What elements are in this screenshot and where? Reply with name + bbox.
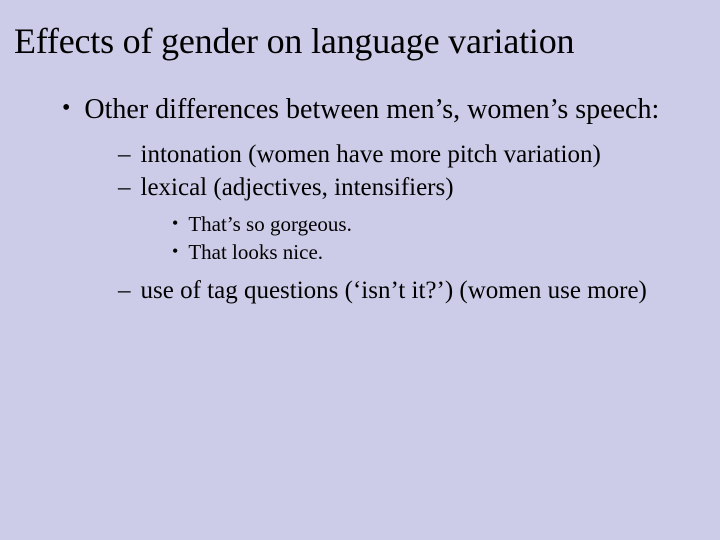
bullet-text: Other differences between men’s, women’s… (84, 92, 659, 127)
dash-marker: – (118, 275, 131, 308)
bullet-text: lexical (adjectives, intensifiers) (141, 172, 454, 205)
bullet-text: intonation (women have more pitch variat… (141, 139, 601, 172)
list-item: – use of tag questions (‘isn’t it?’) (wo… (118, 275, 706, 308)
list-item: – lexical (adjectives, intensifiers) (118, 172, 706, 205)
list-item: – intonation (women have more pitch vari… (118, 139, 706, 172)
bullet-level2-container: – use of tag questions (‘isn’t it?’) (wo… (118, 275, 706, 308)
bullet-text: That looks nice. (188, 238, 323, 266)
list-item: • That looks nice. (172, 238, 706, 266)
bullet-level3-container: • That’s so gorgeous. • That looks nice. (172, 210, 706, 267)
bullet-text: use of tag questions (‘isn’t it?’) (wome… (141, 275, 647, 308)
bullet-level2-container: – intonation (women have more pitch vari… (118, 139, 706, 204)
bullet-marker: • (62, 92, 70, 126)
list-item: • That’s so gorgeous. (172, 210, 706, 238)
bullet-level1-container: • Other differences between men’s, women… (62, 92, 706, 127)
bullet-marker: • (172, 238, 178, 265)
list-item: • Other differences between men’s, women… (62, 92, 706, 127)
dash-marker: – (118, 172, 131, 205)
bullet-text: That’s so gorgeous. (188, 210, 352, 238)
bullet-marker: • (172, 210, 178, 237)
slide-title: Effects of gender on language variation (14, 20, 706, 62)
dash-marker: – (118, 139, 131, 172)
